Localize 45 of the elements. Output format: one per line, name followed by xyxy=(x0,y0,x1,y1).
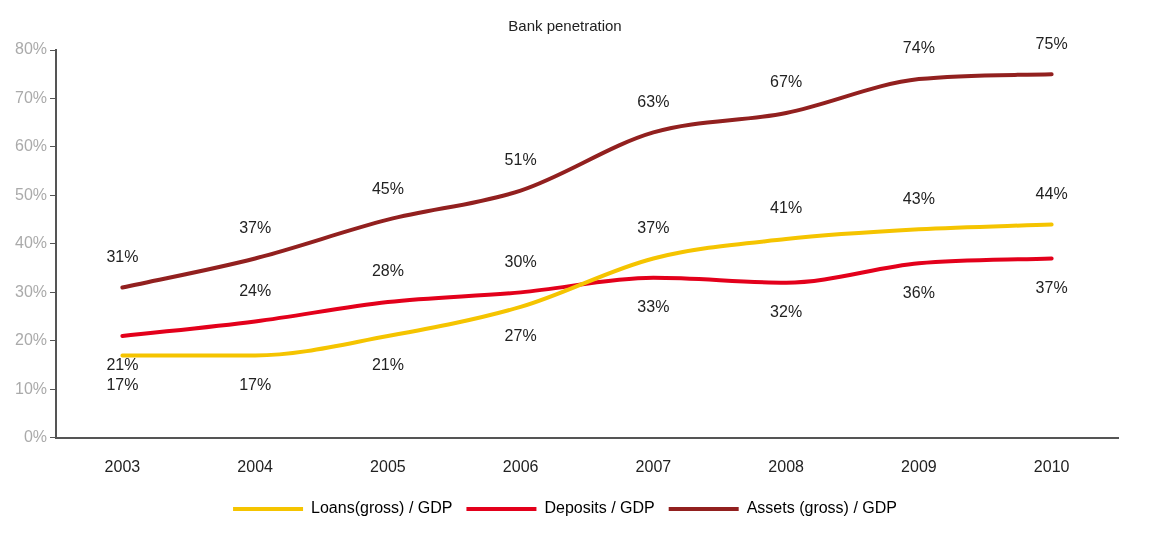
data-label: 33% xyxy=(637,298,670,316)
y-tick-label: 40% xyxy=(14,234,48,252)
data-label: 37% xyxy=(1035,278,1068,296)
data-label: 43% xyxy=(902,189,935,207)
data-label: 45% xyxy=(371,180,404,198)
data-label: 36% xyxy=(902,283,935,301)
x-tick-label: 2010 xyxy=(1033,457,1070,475)
data-label: 37% xyxy=(637,218,670,236)
data-label: 44% xyxy=(1035,184,1068,202)
legend-label: Assets (gross) / GDP xyxy=(746,499,897,517)
data-label: 30% xyxy=(504,252,537,270)
data-label: 27% xyxy=(504,327,537,345)
x-tick-label: 2003 xyxy=(104,457,141,475)
y-tick-label: 30% xyxy=(14,282,48,300)
y-tick-label: 70% xyxy=(14,88,48,106)
y-tick-label: 60% xyxy=(14,137,48,155)
data-label: 28% xyxy=(371,262,404,280)
chart-title: Bank penetration xyxy=(508,17,622,35)
y-tick-label: 80% xyxy=(14,40,48,58)
data-label: 24% xyxy=(239,281,272,299)
x-tick-label: 2007 xyxy=(635,457,672,475)
data-label: 17% xyxy=(106,375,139,393)
x-tick-label: 2008 xyxy=(768,457,805,475)
x-tick-label: 2009 xyxy=(901,457,937,475)
y-tick-label: 20% xyxy=(14,331,48,349)
y-tick-label: 10% xyxy=(14,379,48,397)
data-label: 41% xyxy=(770,199,803,217)
data-label: 31% xyxy=(106,247,139,265)
data-label: 63% xyxy=(637,92,670,110)
x-tick-label: 2005 xyxy=(370,457,406,475)
y-tick-label: 50% xyxy=(14,185,48,203)
data-label: 75% xyxy=(1035,34,1068,52)
data-label: 32% xyxy=(770,303,803,321)
y-tick-label: 0% xyxy=(23,428,48,446)
data-label: 21% xyxy=(106,356,139,374)
x-tick-label: 2006 xyxy=(502,457,539,475)
data-label: 17% xyxy=(239,375,272,393)
legend-label: Loans(gross) / GDP xyxy=(311,499,453,517)
data-label: 74% xyxy=(902,39,935,57)
data-label: 67% xyxy=(770,73,803,91)
x-tick-label: 2004 xyxy=(237,457,274,475)
data-label: 51% xyxy=(504,150,537,168)
legend-label: Deposits / GDP xyxy=(544,499,655,517)
data-label: 21% xyxy=(371,356,404,374)
data-label: 37% xyxy=(239,218,272,236)
